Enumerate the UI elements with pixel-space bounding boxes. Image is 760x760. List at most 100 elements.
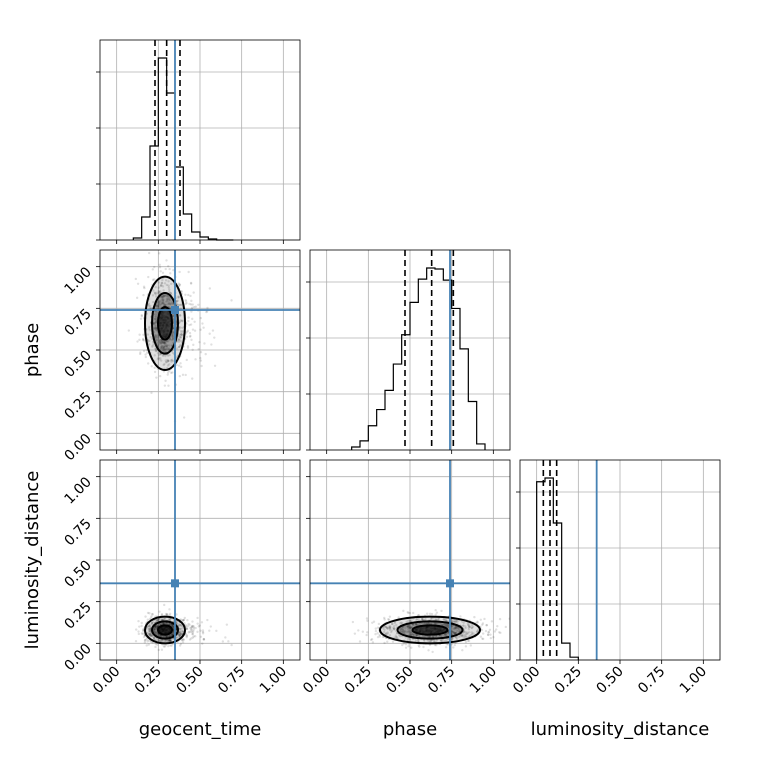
panel-geocent-time-vs-luminosity-distance-point — [155, 633, 159, 636]
panel-phase-vs-luminosity-distance-point — [384, 626, 388, 629]
panel-geocent-time-vs-phase-point — [203, 342, 206, 345]
panel-geocent-time-vs-luminosity-distance-point — [168, 639, 172, 642]
panel-geocent-time-vs-phase-point — [168, 337, 172, 341]
panel-phase-vs-luminosity-distance-point — [412, 623, 416, 627]
panel-phase-vs-luminosity-distance-point — [454, 631, 458, 635]
panel-phase-vs-luminosity-distance-point — [385, 626, 389, 630]
panel-phase-vs-luminosity-distance-point — [366, 619, 369, 622]
panel-geocent-time-vs-luminosity-distance-point — [187, 622, 190, 626]
panel-phase-vs-luminosity-distance-point — [443, 623, 446, 626]
panel-geocent-time-vs-phase-point — [148, 329, 151, 332]
panel-geocent-time-vs-phase-point — [165, 294, 168, 297]
panel-phase-vs-luminosity-distance-point — [480, 628, 484, 632]
panel-geocent-time-vs-phase-point — [155, 328, 158, 331]
panel-geocent-time-vs-luminosity-distance-point — [142, 628, 145, 632]
panel-geocent-time-vs-phase-point — [159, 353, 162, 356]
panel-phase-vs-luminosity-distance-point — [450, 630, 453, 633]
panel-geocent-time-vs-luminosity-distance-point — [156, 638, 159, 642]
panel-geocent-time-vs-phase-point — [158, 301, 161, 304]
panel-geocent-time-vs-luminosity-distance-point — [178, 623, 182, 627]
panel-geocent-time-vs-phase-point — [155, 329, 158, 332]
panel-geocent-time-vs-phase-point — [152, 289, 155, 292]
panel-geocent-time-vs-phase-point — [154, 334, 158, 337]
panel-phase-vs-luminosity-distance-point — [504, 625, 508, 629]
panel-geocent-time-vs-phase-point — [168, 344, 171, 347]
panel-geocent-time-vs-luminosity-distance-point — [148, 632, 151, 636]
panel-geocent-time-vs-luminosity-distance-point — [162, 645, 166, 648]
panel-geocent-time-vs-phase-point — [161, 300, 164, 304]
panel-geocent-time-vs-luminosity-distance-point — [185, 635, 188, 639]
panel-phase-vs-luminosity-distance-point — [481, 637, 485, 641]
panel-phase-vs-luminosity-distance-point — [387, 617, 390, 621]
panel-geocent-time-vs-luminosity-distance-point — [157, 623, 161, 627]
panel-geocent-time-vs-phase-point — [157, 344, 160, 347]
panel-phase-vs-luminosity-distance-point — [538, 630, 540, 632]
panel-geocent-time-vs-luminosity-distance-point — [164, 644, 168, 647]
panel-phase-vs-luminosity-distance-point — [438, 622, 442, 626]
panel-phase-vs-luminosity-distance-point — [467, 624, 471, 628]
panel-geocent-time-vs-luminosity-distance-point — [155, 632, 159, 635]
panel-geocent-time-vs-luminosity-distance-point — [164, 635, 167, 638]
panel-phase-vs-luminosity-distance-point — [455, 619, 458, 622]
panel-geocent-time-vs-phase-point — [171, 351, 175, 354]
panel-geocent-time-vs-phase-point — [230, 299, 233, 302]
panel-geocent-time-vs-phase-point — [154, 321, 158, 324]
panel-geocent-time-vs-luminosity-distance-point — [178, 634, 182, 638]
panel-phase-vs-luminosity-distance-point — [465, 635, 468, 638]
panel-geocent-time-vs-luminosity-distance-point — [169, 644, 172, 647]
panel-geocent-time-vs-phase-point — [201, 322, 204, 325]
panel-geocent-time-vs-luminosity-distance-point — [168, 634, 171, 638]
panel-geocent-time-vs-luminosity-distance-point — [169, 639, 172, 642]
panel-phase-vs-luminosity-distance-point — [452, 646, 455, 649]
panel-phase-vs-luminosity-distance-point — [464, 626, 467, 630]
panel-geocent-time-vs-phase-point — [152, 327, 156, 330]
panel-phase-vs-luminosity-distance-point — [351, 620, 355, 624]
panel-phase-vs-luminosity-distance-point — [445, 624, 448, 628]
panel-geocent-time-vs-phase-point — [142, 285, 146, 288]
panel-geocent-time-vs-phase-point — [168, 296, 171, 299]
panel-geocent-time-vs-luminosity-distance-point — [190, 637, 193, 640]
panel-geocent-time-vs-luminosity-distance-xtick-label-1: 0.25 — [132, 664, 165, 697]
panel-phase-vs-luminosity-distance-point — [382, 630, 386, 634]
panel-geocent-time-vs-phase-point — [169, 358, 173, 362]
panel-phase-vs-luminosity-distance-point — [430, 617, 434, 620]
panel-geocent-time-vs-phase-point — [153, 278, 156, 281]
panel-geocent-time-vs-phase-point — [162, 340, 165, 344]
panel-geocent-time-vs-luminosity-distance-point — [145, 638, 148, 641]
panel-geocent-time-vs-phase-point — [152, 322, 155, 325]
panel-geocent-time-vs-phase-point — [154, 315, 157, 318]
panel-geocent-time-vs-luminosity-distance-point — [157, 648, 160, 652]
panel-phase-vs-luminosity-distance-point — [455, 620, 458, 623]
panel-phase-vs-luminosity-distance-point — [457, 629, 460, 632]
panel-phase-vs-luminosity-distance-point — [401, 630, 405, 634]
panel-geocent-time-vs-luminosity-distance-point — [190, 629, 193, 632]
panel-geocent-time-vs-phase-point — [166, 373, 169, 376]
panel-geocent-time-vs-phase-point — [158, 358, 161, 361]
panel-geocent-time-vs-luminosity-distance-point — [225, 623, 229, 626]
panel-geocent-time-vs-luminosity-distance-point — [171, 625, 175, 628]
panel-phase-vs-luminosity-distance-point — [453, 626, 457, 629]
panel-geocent-time-vs-luminosity-distance-point — [150, 622, 154, 625]
panel-phase-vs-luminosity-distance-point — [434, 613, 437, 616]
panel-geocent-time-vs-phase-point — [169, 291, 172, 295]
panel-geocent-time-vs-phase-point — [177, 364, 181, 367]
panel-geocent-time-vs-phase-point — [153, 317, 156, 321]
corner-panels: 0.00 0.25 0.50 0.75 1.000.000.250.500.751.00… — [61, 39, 721, 697]
panel-geocent-time-vs-phase-point — [171, 302, 174, 305]
panel-geocent-time-vs-phase-point — [148, 325, 151, 329]
panel-geocent-time-vs-luminosity-distance-point — [154, 625, 157, 629]
panel-phase-vs-luminosity-distance-point — [520, 617, 522, 619]
panel-phase-vs-luminosity-distance-point — [366, 631, 369, 634]
panel-geocent-time-vs-luminosity-distance-point — [137, 632, 141, 636]
panel-phase-vs-luminosity-distance-point — [406, 630, 409, 634]
panel-phase-vs-luminosity-distance-point — [485, 623, 488, 627]
panel-phase-vs-luminosity-distance-point — [417, 639, 420, 643]
panel-phase-vs-luminosity-distance-point — [427, 635, 431, 638]
panel-geocent-time-vs-phase-point — [172, 332, 175, 335]
panel-phase-vs-luminosity-distance-point — [426, 639, 429, 642]
panel-geocent-time-vs-phase-point — [161, 285, 165, 288]
panel-geocent-time-vs-phase-point — [204, 352, 207, 356]
panel-geocent-time-vs-luminosity-distance-point — [134, 639, 138, 643]
panel-geocent-time-vs-luminosity-distance-point — [149, 632, 152, 635]
panel-geocent-time-vs-phase-point — [161, 354, 165, 357]
